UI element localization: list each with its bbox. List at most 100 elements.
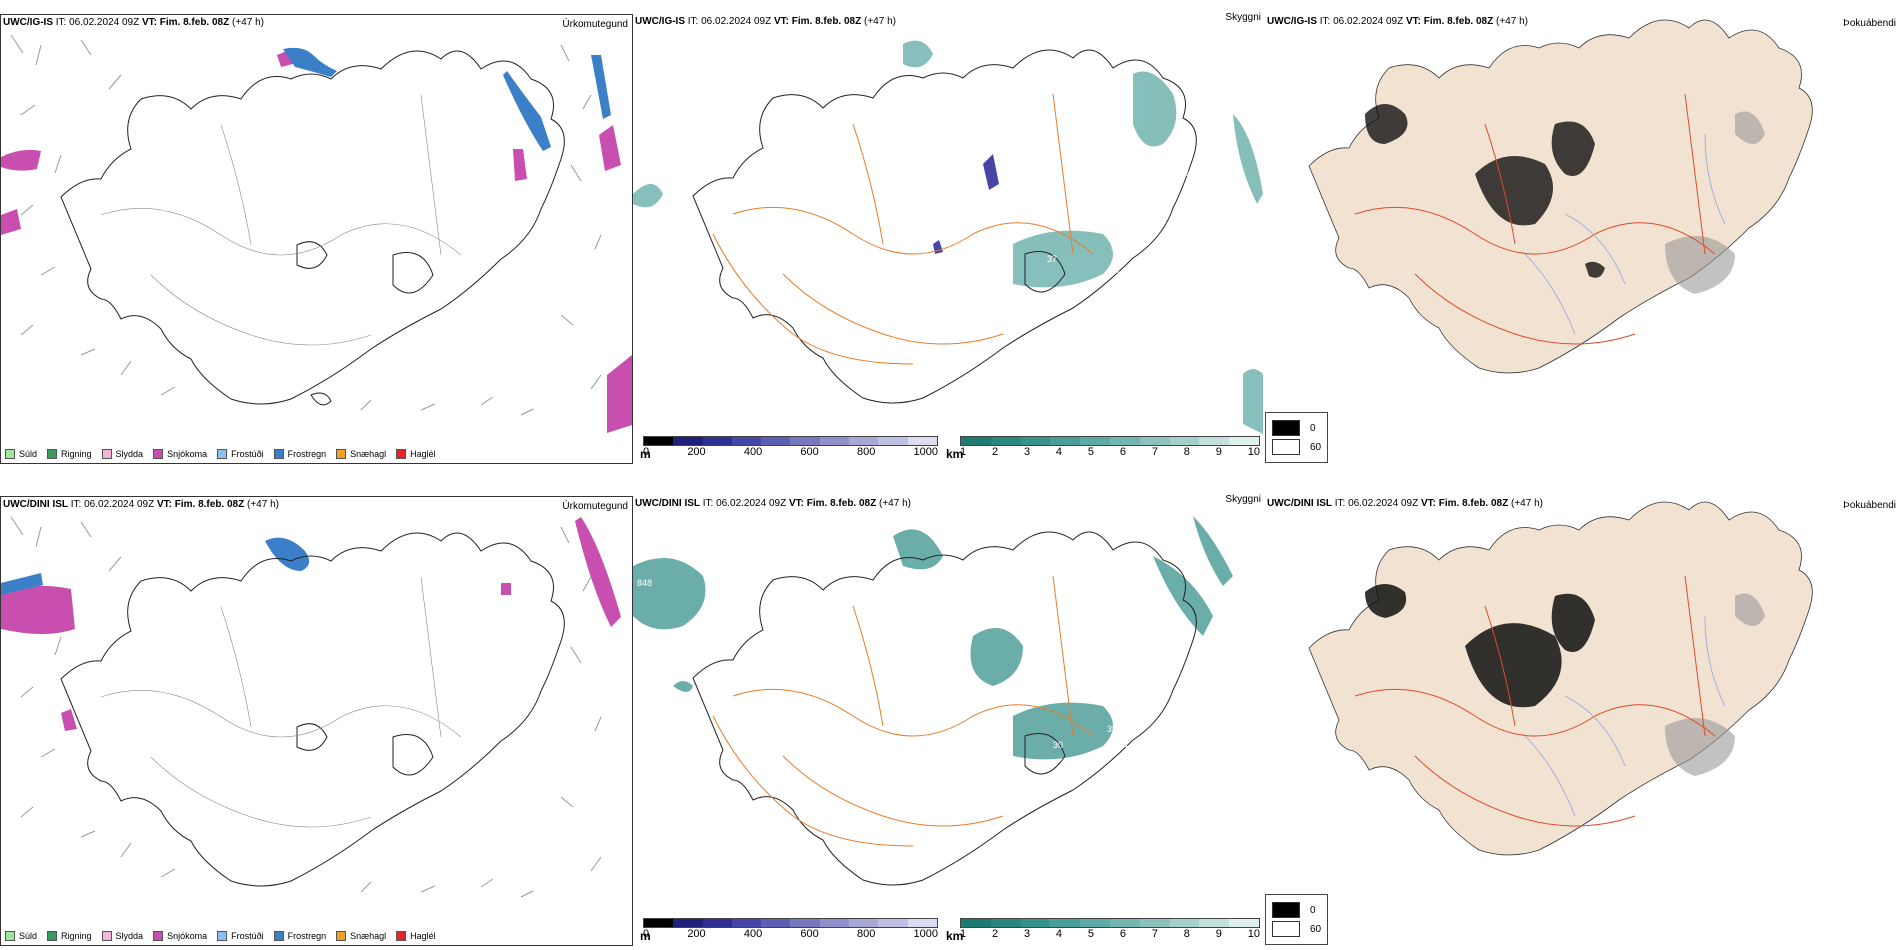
precip-legend: Súld Rigning Slydda Snjókoma Frostúði Fr… bbox=[5, 449, 436, 459]
product-title: Skyggni bbox=[1225, 494, 1261, 505]
legend-item: Frostregn bbox=[273, 931, 326, 941]
panel-header: UWC/IG-IS IT: 06.02.2024 09Z VT: Fim. 8.… bbox=[3, 17, 264, 28]
fog-land bbox=[1308, 501, 1813, 856]
product-title: Úrkomutegund bbox=[562, 501, 628, 512]
precip-frz-patches bbox=[283, 47, 611, 151]
panel-header: UWC/IG-IS IT: 06.02.2024 09Z VT: Fim. 8.… bbox=[635, 16, 896, 27]
precip-snow-patches bbox=[1, 49, 632, 433]
scale-ticks: 1 2 3 4 5 6 7 8 9 10 bbox=[960, 928, 1260, 940]
legend-item: Frostúði bbox=[217, 931, 264, 941]
legend-item: Súld bbox=[5, 931, 37, 941]
fog-key-box bbox=[1272, 921, 1300, 937]
wind-barbs bbox=[10, 34, 602, 416]
iceland-outline bbox=[692, 531, 1197, 886]
wind-barbs bbox=[10, 516, 602, 898]
legend-swatch bbox=[101, 931, 112, 941]
legend-item: Súld bbox=[5, 449, 37, 459]
iceland-outline bbox=[60, 50, 565, 406]
product-title: Þokuábendi bbox=[1843, 18, 1896, 29]
scale-ticks: 0 200 400 600 800 1000 bbox=[643, 928, 938, 940]
legend-item: Haglél bbox=[396, 931, 436, 941]
visibility-scale-km: 1 2 3 4 5 6 7 8 9 10 km bbox=[946, 436, 1260, 461]
fog-key-row: 0 bbox=[1272, 420, 1321, 436]
legend-item: Slydda bbox=[101, 449, 143, 459]
roads bbox=[1354, 575, 1716, 827]
visibility-km-patches bbox=[633, 516, 1233, 760]
legend-swatch bbox=[273, 931, 284, 941]
visibility-panel-bottom: 848 04 318 39 454 30 UWC/DINI ISL IT: 06… bbox=[633, 494, 1265, 946]
visibility-value-labels: 16 166 322 30 37 6 2 bbox=[955, 148, 1194, 280]
roads bbox=[1354, 93, 1716, 345]
rivers bbox=[1524, 615, 1726, 817]
fog-grey-areas bbox=[1665, 593, 1765, 776]
legend-item: Snæhagl bbox=[336, 931, 386, 941]
scale-unit: km bbox=[946, 447, 964, 461]
vis-label: 16 bbox=[1145, 148, 1155, 158]
legend-item: Haglél bbox=[396, 449, 436, 459]
fog-key-box bbox=[1272, 420, 1300, 436]
fog-key: 0 60 bbox=[1265, 412, 1329, 463]
roads bbox=[712, 575, 1094, 847]
legend-swatch bbox=[47, 931, 58, 941]
vis-label: 2 bbox=[955, 242, 960, 252]
scale-unit: m bbox=[640, 447, 651, 461]
product-title: Skyggni bbox=[1225, 12, 1261, 23]
visibility-map-bottom: 848 04 318 39 454 30 bbox=[633, 516, 1233, 886]
fog-dark-areas bbox=[1365, 584, 1595, 708]
fog-key-row: 60 bbox=[1272, 921, 1321, 937]
scale-bar-km bbox=[960, 918, 1260, 928]
fog-key: 0 60 bbox=[1265, 894, 1329, 945]
legend-item: Rigning bbox=[47, 931, 92, 941]
fog-key-row: 0 bbox=[1272, 902, 1321, 918]
legend-swatch bbox=[5, 449, 15, 459]
vis-label: 6 bbox=[978, 206, 983, 216]
panel-header: UWC/DINI ISL IT: 06.02.2024 09Z VT: Fim.… bbox=[635, 498, 911, 509]
legend-swatch bbox=[396, 931, 407, 941]
scale-bar-km bbox=[960, 436, 1260, 446]
roads bbox=[712, 93, 1094, 365]
scale-ticks: 1 2 3 4 5 6 7 8 9 10 bbox=[960, 446, 1260, 458]
visibility-scale-m: 0 200 400 600 800 1000 m bbox=[640, 436, 938, 461]
vis-label: 322 bbox=[1117, 270, 1132, 280]
scale-bar-m bbox=[643, 918, 938, 928]
vis-label: 30 bbox=[1053, 740, 1063, 750]
fog-land bbox=[1308, 19, 1813, 374]
product-title: Úrkomutegund bbox=[562, 19, 628, 30]
legend-item: Snjókoma bbox=[153, 931, 207, 941]
product-title: Þokuábendi bbox=[1843, 500, 1896, 511]
visibility-scale-km: 1 2 3 4 5 6 7 8 9 10 km bbox=[946, 918, 1260, 943]
iceland-outline bbox=[692, 49, 1197, 404]
fog-grey-areas bbox=[1665, 111, 1765, 294]
legend-swatch bbox=[217, 449, 228, 459]
legend-item: Slydda bbox=[101, 931, 143, 941]
visibility-m-patches bbox=[933, 154, 999, 254]
legend-swatch bbox=[5, 931, 15, 941]
legend-swatch bbox=[153, 449, 164, 459]
legend-item: Frostregn bbox=[273, 449, 326, 459]
legend-swatch bbox=[47, 449, 58, 459]
vis-label: 30 bbox=[1111, 242, 1121, 252]
fog-dark-areas bbox=[1365, 104, 1605, 278]
scale-bar-m bbox=[643, 436, 938, 446]
panel-header: UWC/DINI ISL IT: 06.02.2024 09Z VT: Fim.… bbox=[3, 499, 279, 510]
panel-header: UWC/DINI ISL IT: 06.02.2024 09Z VT: Fim.… bbox=[1267, 498, 1543, 509]
fog-key-row: 60 bbox=[1272, 439, 1321, 455]
fog-panel-bottom: UWC/DINI ISL IT: 06.02.2024 09Z VT: Fim.… bbox=[1265, 496, 1900, 946]
legend-swatch bbox=[101, 449, 112, 459]
vis-label: 37 bbox=[1047, 254, 1057, 264]
fog-key-box bbox=[1272, 902, 1300, 918]
legend-swatch bbox=[396, 449, 407, 459]
vis-label: 04 bbox=[1143, 608, 1153, 618]
legend-item: Frostúði bbox=[217, 449, 264, 459]
roads bbox=[100, 576, 462, 828]
visibility-panel-top: 16 166 322 30 37 6 2 UWC/IG-IS IT: 06.02… bbox=[633, 12, 1265, 464]
precip-map-bottom bbox=[1, 516, 621, 898]
scale-unit: m bbox=[640, 929, 651, 943]
scale-unit: km bbox=[946, 929, 964, 943]
iceland-outline bbox=[60, 532, 565, 887]
vis-label: 39 bbox=[1107, 724, 1117, 734]
scale-ticks: 0 200 400 600 800 1000 bbox=[643, 446, 938, 458]
precip-legend: Súld Rigning Slydda Snjókoma Frostúði Fr… bbox=[5, 931, 436, 941]
precip-map-top bbox=[1, 34, 632, 433]
legend-swatch bbox=[336, 931, 347, 941]
